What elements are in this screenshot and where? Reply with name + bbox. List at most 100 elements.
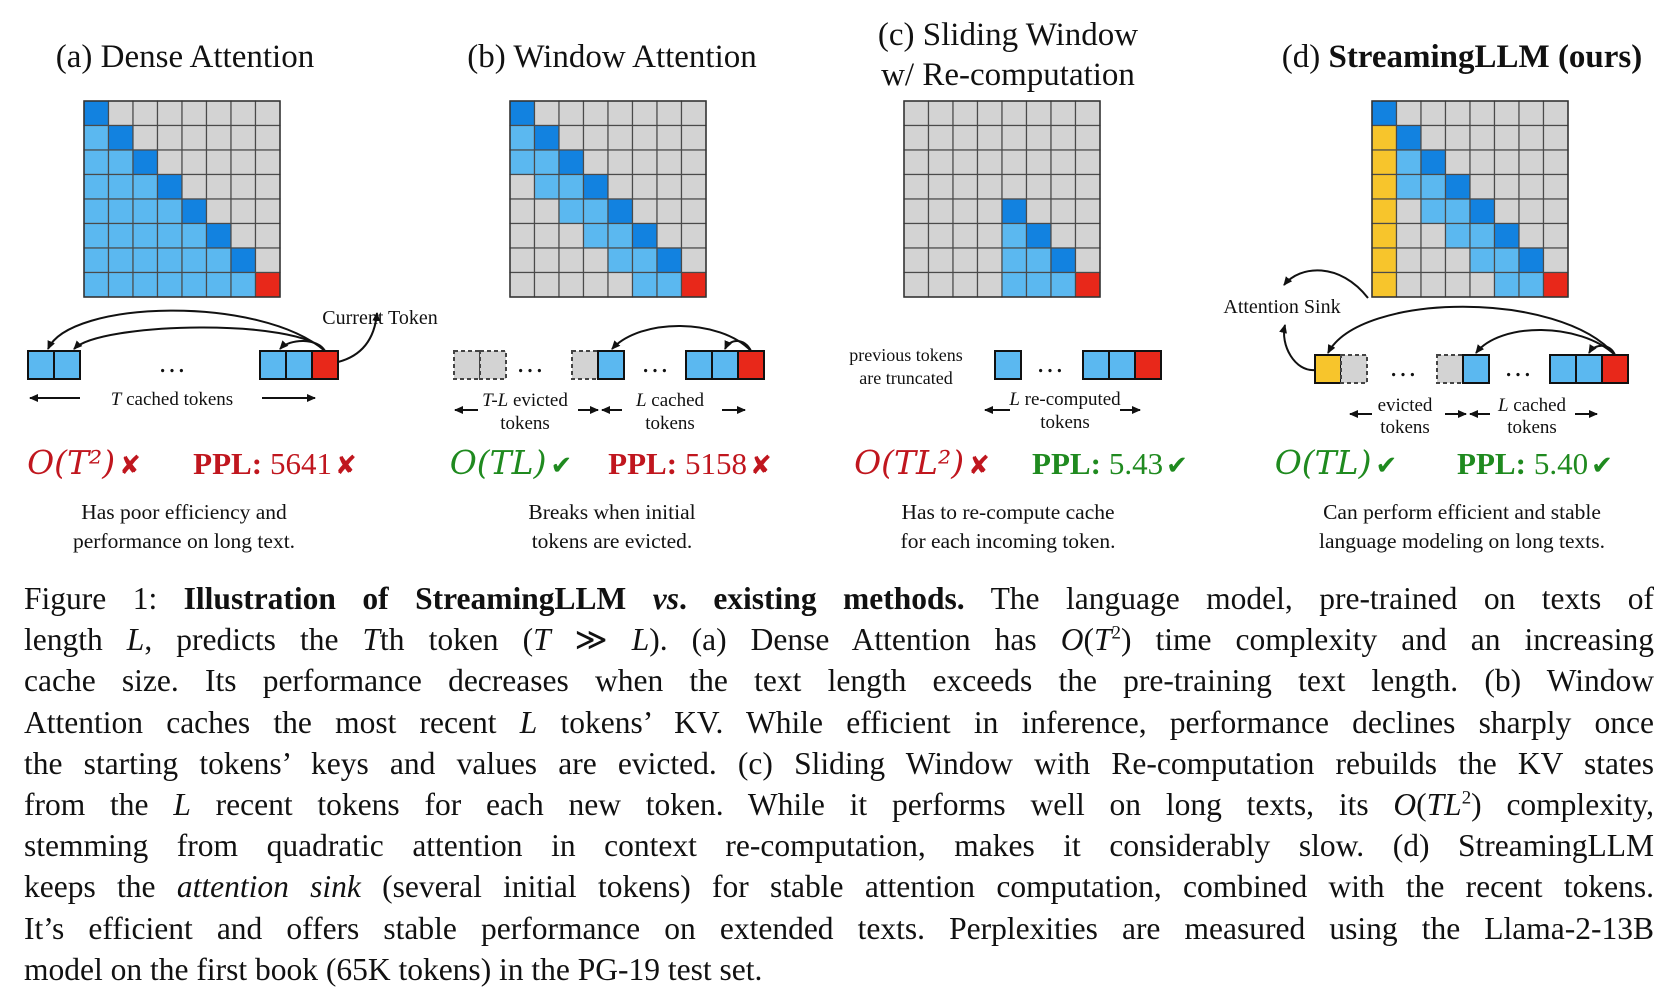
- matrix-cell: [83, 149, 110, 176]
- cached-label-line: tokens: [1507, 417, 1557, 438]
- ellipsis: …: [1036, 348, 1064, 379]
- matrix-cell: [656, 271, 683, 298]
- panel-description-line: language modeling on long texts.: [1319, 529, 1605, 553]
- matrix-cell: [558, 149, 585, 176]
- evicted-label: T-L evicted: [482, 390, 568, 411]
- matrix-cell: [230, 124, 257, 151]
- panel-description-line: Can perform efficient and stable: [1323, 500, 1601, 524]
- matrix-cell: [156, 222, 183, 249]
- matrix-cell: [976, 149, 1003, 176]
- matrix-cell: [230, 247, 257, 274]
- token-box: [27, 350, 55, 380]
- matrix-cell: [254, 149, 281, 176]
- matrix-cell: [1050, 149, 1077, 176]
- token-text: cached tokens: [121, 389, 233, 410]
- matrix-cell: [1542, 149, 1569, 176]
- matrix-cell: [533, 247, 560, 274]
- matrix-cell: [533, 173, 560, 200]
- complexity-label: O(TL) ✔: [450, 443, 573, 482]
- matrix-cell: [903, 222, 930, 249]
- recomputed-text: re-computed: [1020, 389, 1121, 410]
- matrix-cell: [1444, 149, 1471, 176]
- matrix-cell: [903, 247, 930, 274]
- matrix-cell: [107, 149, 134, 176]
- ppl-title: PPL:: [608, 446, 677, 481]
- matrix-cell: [952, 198, 979, 225]
- matrix-cell: [607, 149, 634, 176]
- complexity-value: O(TL²): [854, 443, 964, 482]
- matrix-cell: [205, 247, 232, 274]
- matrix-cell: [1050, 173, 1077, 200]
- matrix-cell: [903, 149, 930, 176]
- ellipsis: …: [1389, 352, 1417, 383]
- matrix-cell: [254, 173, 281, 200]
- matrix-cell: [558, 198, 585, 225]
- matrix-cell: [1025, 173, 1052, 200]
- matrix-cell: [1444, 100, 1471, 127]
- matrix-cell: [656, 124, 683, 151]
- matrix-cell: [230, 271, 257, 298]
- matrix-cell: [509, 198, 536, 225]
- evicted-text: evicted: [508, 390, 568, 411]
- matrix-cell: [1542, 247, 1569, 274]
- attention-arrow: [73, 326, 326, 352]
- matrix-cell: [1493, 222, 1520, 249]
- matrix-cell: [254, 271, 281, 298]
- matrix-cell: [582, 271, 609, 298]
- matrix-cell: [533, 100, 560, 127]
- panel-description-line: for each incoming token.: [901, 529, 1116, 553]
- matrix-cell: [1371, 222, 1398, 249]
- matrix-cell: [1395, 124, 1422, 151]
- matrix-border: [1371, 100, 1569, 298]
- matrix-cell: [1001, 100, 1028, 127]
- matrix-cell: [1420, 222, 1447, 249]
- matrix-cell: [582, 198, 609, 225]
- panel-description-line: performance on long text.: [73, 529, 295, 553]
- matrix-cell: [1025, 271, 1052, 298]
- matrix-cell: [205, 173, 232, 200]
- matrix-cell: [230, 100, 257, 127]
- current-token-box: [737, 350, 765, 380]
- matrix-cell: [156, 124, 183, 151]
- matrix-cell: [132, 198, 159, 225]
- matrix-cell: [1518, 173, 1545, 200]
- matrix-cell: [132, 124, 159, 151]
- token-box: [1575, 354, 1603, 384]
- matrix-cell: [181, 198, 208, 225]
- matrix-cell: [1050, 271, 1077, 298]
- matrix-cell: [558, 100, 585, 127]
- matrix-cell: [631, 271, 658, 298]
- attention-arrow: [724, 340, 752, 352]
- matrix-cell: [1395, 222, 1422, 249]
- matrix-cell: [181, 124, 208, 151]
- attention-arrow: [1475, 329, 1616, 356]
- matrix-cell: [1371, 271, 1398, 298]
- matrix-cell: [181, 271, 208, 298]
- matrix-cell: [1395, 100, 1422, 127]
- matrix-cell: [952, 271, 979, 298]
- token-box: [597, 350, 625, 380]
- matrix-cell: [230, 222, 257, 249]
- matrix-cell: [107, 247, 134, 274]
- matrix-cell: [607, 198, 634, 225]
- matrix-cell: [976, 100, 1003, 127]
- matrix-cell: [1074, 149, 1101, 176]
- matrix-cell: [1444, 222, 1471, 249]
- ppl-label: PPL: 5641 ✘: [193, 446, 357, 481]
- matrix-cell: [1371, 149, 1398, 176]
- matrix-cell: [1074, 271, 1101, 298]
- matrix-cell: [607, 222, 634, 249]
- matrix-cell: [509, 247, 536, 274]
- cached-text: cached: [1509, 395, 1567, 416]
- sink-pointer-arrow: [1283, 269, 1369, 299]
- matrix-cell: [607, 173, 634, 200]
- token-box: [1462, 354, 1490, 384]
- matrix-cell: [680, 271, 707, 298]
- token-box: [1549, 354, 1577, 384]
- matrix-cell: [1025, 149, 1052, 176]
- complexity-value: O(T²): [27, 443, 115, 482]
- matrix-cell: [205, 222, 232, 249]
- matrix-cell: [83, 271, 110, 298]
- ellipsis: …: [516, 348, 544, 379]
- matrix-cell: [1025, 222, 1052, 249]
